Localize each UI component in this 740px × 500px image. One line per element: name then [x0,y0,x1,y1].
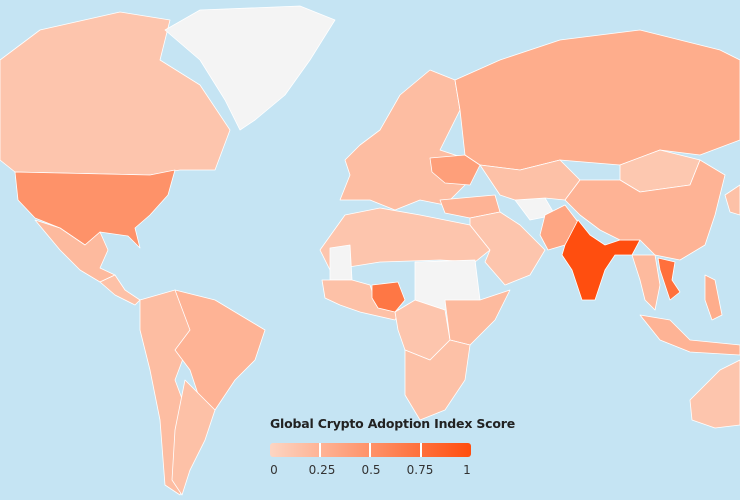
legend-tick: 1 [463,463,471,477]
region-russia[interactable] [454,29,740,171]
region-china[interactable] [564,159,726,261]
region-southern-africa[interactable] [404,339,471,421]
legend-title: Global Crypto Adoption Index Score [270,416,515,431]
region-southeast-asia[interactable] [631,254,661,311]
region-japan[interactable] [724,184,740,216]
region-middle-east[interactable] [469,211,546,286]
region-indonesia[interactable] [639,314,740,356]
legend-separator [369,443,371,457]
legend-tick: 0.75 [406,463,434,477]
legend-ticks: 0 0.25 0.5 0.75 1 [270,463,480,479]
legend-tick: 0.25 [308,463,336,477]
region-argentina[interactable] [171,379,216,496]
legend-color-scale [270,443,471,457]
legend-separator [319,443,321,457]
region-mali[interactable] [329,244,353,281]
region-greenland[interactable] [164,5,336,131]
region-vietnam[interactable] [657,257,681,301]
region-usa[interactable] [14,169,176,249]
region-australia[interactable] [689,359,740,429]
legend-tick: 0 [270,463,278,477]
legend-tick: 0.5 [361,463,381,477]
legend: Global Crypto Adoption Index Score 0 0.2… [270,416,515,479]
legend-separator [420,443,422,457]
region-mexico[interactable] [34,219,116,283]
region-philippines[interactable] [704,274,723,321]
